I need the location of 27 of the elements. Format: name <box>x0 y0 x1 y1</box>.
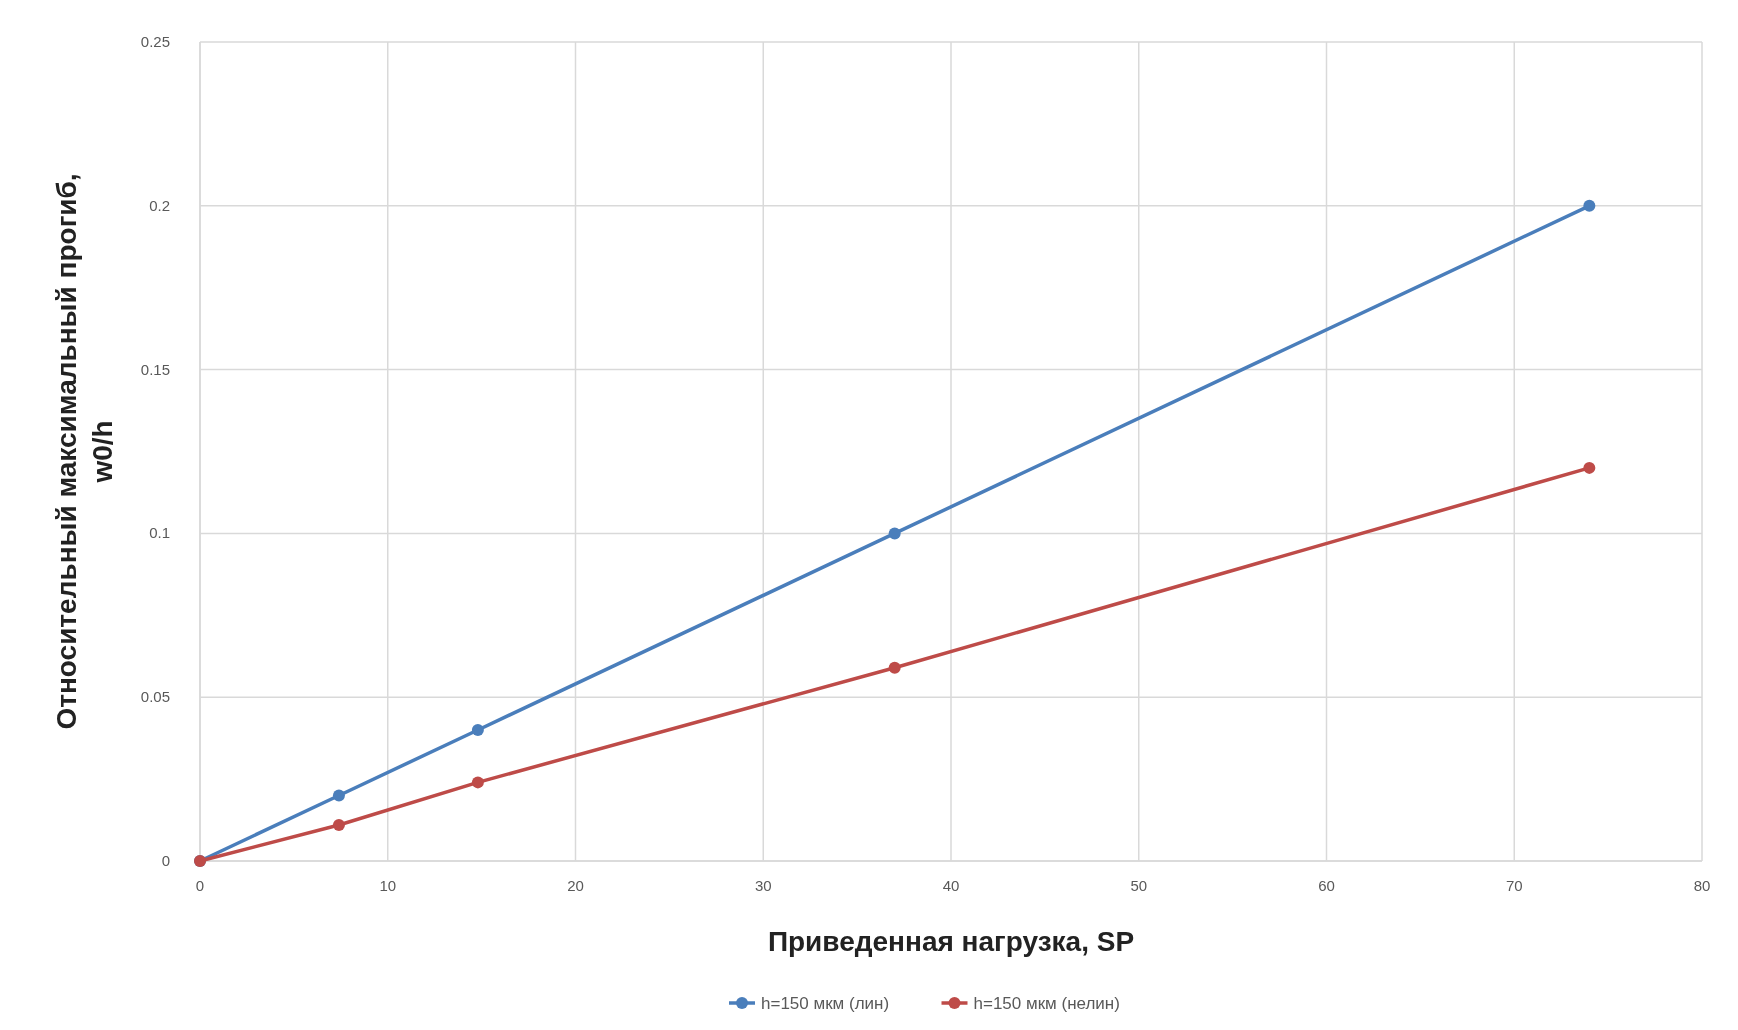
point <box>1583 199 1596 212</box>
x-tick-label: 40 <box>942 877 960 894</box>
y-tick-label: 0.05 <box>140 688 170 706</box>
y-tick-label: 0.1 <box>149 524 170 542</box>
point <box>471 776 484 789</box>
point <box>888 661 901 674</box>
legend-label: h=150 мкм (нелин) <box>973 994 1120 1013</box>
point <box>888 527 901 540</box>
x-tick-label: 80 <box>1693 877 1711 894</box>
x-tick-label: 50 <box>1130 877 1148 894</box>
y-tick-label: 0.2 <box>149 196 170 214</box>
y-tick-label: 0.15 <box>140 360 170 378</box>
point <box>332 789 345 802</box>
x-tick-label: 0 <box>195 877 205 894</box>
y-tick-label: 0.25 <box>140 33 170 50</box>
y-axis-title: Относительный максимальный прогиб, w0/h <box>51 173 118 730</box>
point <box>332 818 345 831</box>
y-tick-label: 0 <box>161 852 170 869</box>
point <box>1583 461 1596 474</box>
point <box>471 723 484 736</box>
x-tick-label: 70 <box>1505 877 1523 894</box>
legend-label: h=150 мкм (лин) <box>761 994 890 1013</box>
x-tick-label: 10 <box>379 877 397 894</box>
x-tick-label: 20 <box>567 877 584 894</box>
x-tick-label: 30 <box>754 877 772 894</box>
x-axis-title: Приведенная нагрузка, SP <box>767 926 1135 957</box>
x-tick-label: 60 <box>1318 877 1335 894</box>
